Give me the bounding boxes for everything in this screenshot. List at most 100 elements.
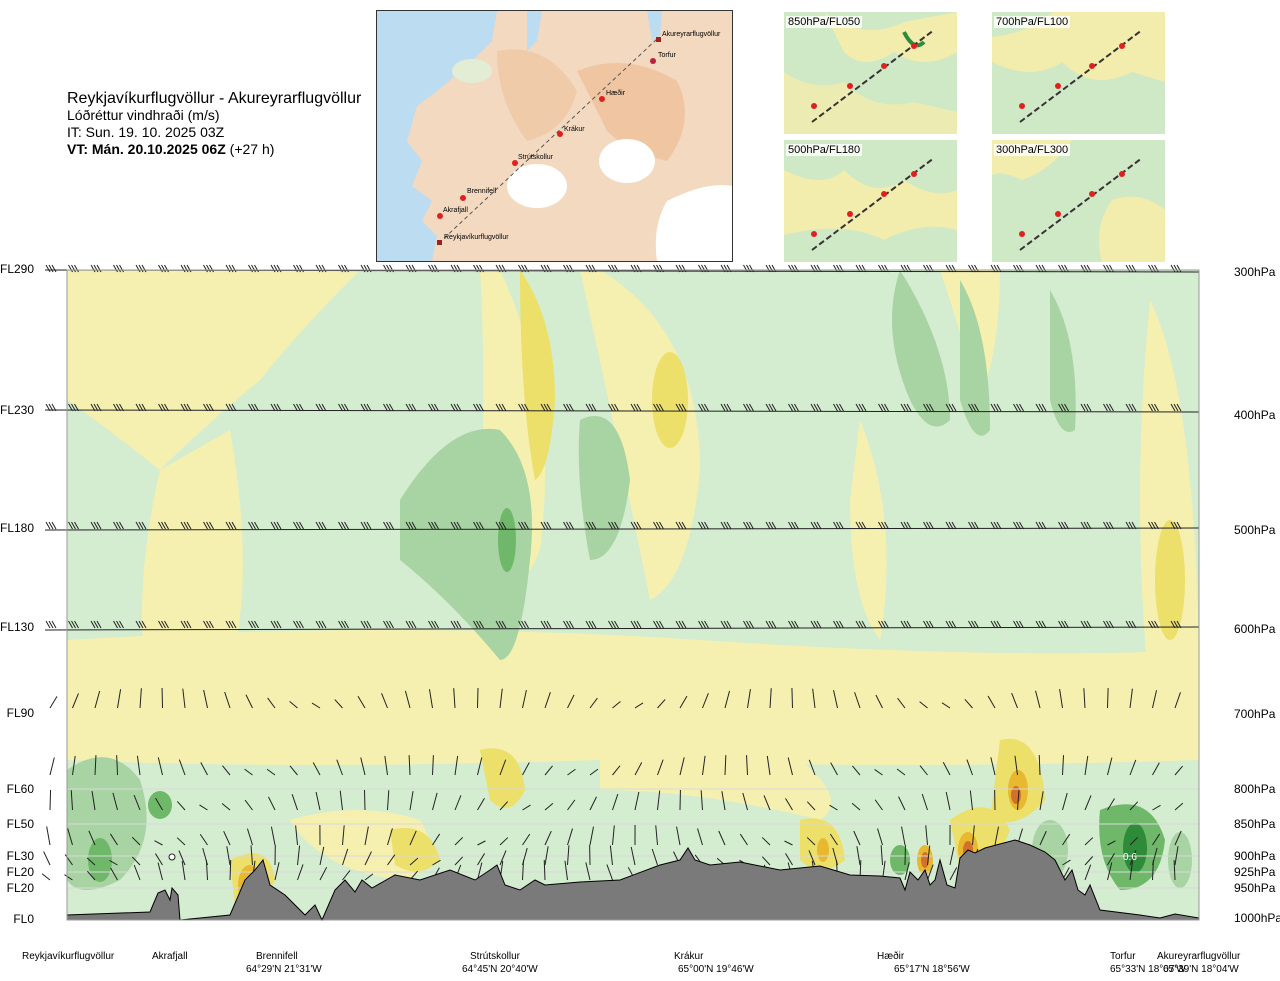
haedir-marker[interactable] <box>599 96 605 102</box>
wind-barb-staff <box>808 759 816 776</box>
wind-barb-feather <box>521 403 526 412</box>
wind-barb-staff <box>1039 830 1047 846</box>
wind-barb-feather <box>993 264 999 273</box>
wind-barb-feather <box>608 264 613 273</box>
route-point-coord: 64°29'N 21°31'W <box>246 964 322 975</box>
wind-barb-staff <box>544 830 552 846</box>
wind-barb-staff <box>245 694 253 709</box>
wind-barb-feather <box>113 521 118 530</box>
wind-barb-feather <box>405 620 411 629</box>
wind-barb-staff <box>223 831 231 846</box>
fl-label: FL60 <box>6 782 34 796</box>
wind-barb-staff <box>901 826 906 846</box>
wind-barb-feather <box>746 403 751 412</box>
wind-barb-feather <box>810 620 816 629</box>
wind-barb-feather <box>723 620 729 629</box>
inset-850hpa[interactable]: 850hPa/FL050 <box>784 12 957 134</box>
wind-barb-feather <box>743 264 748 273</box>
wind-barb-staff <box>155 797 163 811</box>
wind-barb-feather <box>656 403 661 412</box>
terrain-profile <box>66 839 1200 922</box>
wind-barb-staff <box>784 840 793 846</box>
wind-barb-feather <box>900 264 906 273</box>
wind-barb-feather <box>1106 403 1111 412</box>
wind-barb-feather <box>923 264 928 273</box>
wind-barb-feather <box>788 620 793 629</box>
wind-barb-feather <box>389 521 394 530</box>
wind-barb-staff <box>964 698 973 709</box>
wind-barb-feather <box>434 521 439 530</box>
wind-barb-feather <box>338 620 343 629</box>
krakur-marker[interactable] <box>557 131 563 137</box>
wind-barb-feather <box>180 521 186 530</box>
inset-500hpa[interactable]: 500hPa/FL180 <box>784 140 957 262</box>
wind-barb-feather <box>518 620 523 629</box>
reykjavik-marker[interactable] <box>437 240 442 245</box>
fl-label: FL50 <box>6 817 34 831</box>
wind-barb-feather <box>816 264 822 273</box>
wind-barb-feather <box>974 264 979 273</box>
wind-barb-feather <box>585 521 591 530</box>
fl-label: FL0 <box>13 912 34 926</box>
akureyri-marker[interactable] <box>656 37 661 42</box>
wind-barb-feather <box>543 264 549 273</box>
wind-barb-staff <box>360 757 366 776</box>
wind-barb-feather <box>813 620 819 629</box>
wind-barb-staff <box>567 768 576 776</box>
inset-700hpa[interactable]: 700hPa/FL100 <box>992 12 1165 134</box>
wind-barb-staff <box>154 853 163 866</box>
wind-barb-feather <box>723 521 729 530</box>
wind-barb-staff <box>761 856 771 866</box>
hpa-label: 800hPa <box>1234 782 1276 796</box>
inset-300hpa[interactable]: 300hPa/FL300 <box>992 140 1165 262</box>
wind-barb-feather <box>251 521 256 530</box>
wind-barb-feather <box>206 521 211 530</box>
route-point-coord: 64°45'N 20°40'W <box>462 964 538 975</box>
wind-barb-feather <box>90 403 96 412</box>
wind-barb-feather <box>1173 620 1179 629</box>
brennifell-marker[interactable] <box>460 195 466 201</box>
wind-barb-feather <box>1103 403 1108 412</box>
wind-barb-staff <box>941 702 951 709</box>
wind-barb-feather <box>1064 521 1069 530</box>
wind-barb-feather <box>341 521 346 530</box>
wind-barb-staff <box>522 804 531 811</box>
wind-barb-feather <box>48 403 54 412</box>
wind-barb-staff <box>387 854 396 866</box>
wind-barb-feather <box>344 521 349 530</box>
wind-barb-feather <box>209 521 214 530</box>
torfur-marker[interactable] <box>650 58 656 64</box>
wind-barb-feather <box>431 620 436 629</box>
wind-barb-staff <box>657 759 664 776</box>
wind-barb-feather <box>1016 403 1021 412</box>
wind-barb-staff <box>199 804 208 811</box>
wind-barb-feather <box>948 620 954 629</box>
wind-barb-feather <box>794 620 799 629</box>
wind-barb-feather <box>158 620 163 629</box>
wind-barb-feather <box>929 620 934 629</box>
wind-barb-feather <box>450 521 456 530</box>
wind-barb-feather <box>611 521 616 530</box>
wind-barb-staff <box>477 862 483 881</box>
wind-barb-feather <box>726 521 732 530</box>
wind-barb-staff <box>1017 790 1020 811</box>
wind-barb-feather <box>251 264 256 273</box>
wind-barb-feather <box>1170 403 1176 412</box>
wind-barb-feather <box>1080 264 1086 273</box>
wind-barb-staff <box>200 762 208 776</box>
wind-barb-feather <box>881 620 886 629</box>
strutskollur-marker[interactable] <box>512 160 518 166</box>
wind-barb-feather <box>428 264 433 273</box>
wind-barb-feather <box>1083 403 1089 412</box>
wind-barb-feather <box>771 521 777 530</box>
wind-barb-feather <box>164 264 169 273</box>
wind-barb-feather <box>186 264 192 273</box>
akrafjall-marker[interactable] <box>437 213 443 219</box>
wind-barb-feather <box>630 521 636 530</box>
wind-barb-feather <box>945 620 951 629</box>
wind-barb-feather <box>363 521 369 530</box>
wind-barb-feather <box>1125 264 1131 273</box>
wind-barb-feather <box>681 403 687 412</box>
wind-barb-staff <box>897 697 906 709</box>
wind-barb-feather <box>720 521 726 530</box>
